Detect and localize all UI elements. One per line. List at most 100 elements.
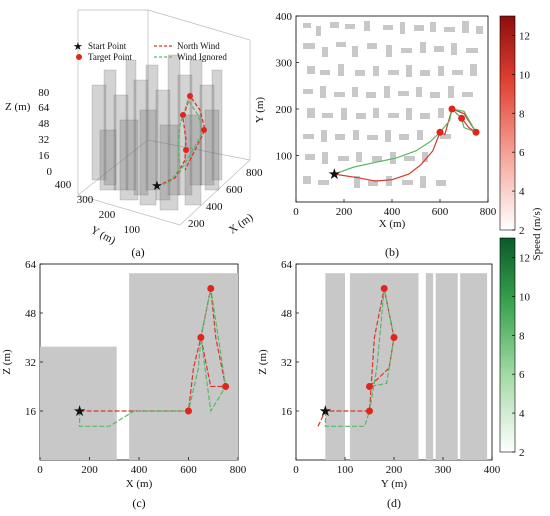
panel-d-xtick-label-2: 200 — [386, 464, 403, 476]
caption-a: (a) — [131, 245, 144, 259]
panel-d-xtick-label-1: 100 — [337, 464, 354, 476]
panel-d-ytick-label-2: 48 — [281, 308, 293, 320]
panel-d-start-marker: ★ — [319, 404, 332, 420]
panel-c-ytick-label-2: 48 — [25, 308, 37, 320]
panel-a-buildings — [91, 54, 223, 211]
colorbar-1-tick-label-0: 2 — [519, 447, 525, 459]
panel-b-ytick-label-1: 200 — [276, 104, 293, 116]
panel-d-building-4 — [460, 273, 488, 460]
legend-north-wind-label: North Wind — [177, 41, 220, 51]
panel-d-building-2 — [425, 273, 434, 460]
panel-d-ylabel: Z (m) — [257, 349, 269, 375]
panel-a-zlabel: Z (m) — [5, 101, 31, 113]
legend-target-icon — [76, 54, 82, 60]
panel-c-building-0 — [40, 346, 117, 460]
colorbar-0-tick-label-4: 10 — [519, 69, 531, 81]
panel-b-ytick-label-3: 400 — [276, 11, 293, 23]
panel-b-target-0 — [436, 128, 444, 136]
panel-d-target-3 — [390, 334, 398, 341]
panel-d-ytick-label-0: 16 — [281, 406, 293, 418]
panel-d-xtick-label-3: 300 — [435, 464, 452, 476]
panel-d-axes: 0 100 200 300 400 16 32 48 64 — [281, 259, 501, 476]
panel-c-ytick-label-1: 32 — [25, 357, 36, 369]
panel-d-ytick-label-3: 64 — [281, 259, 293, 271]
panel-d-target-1 — [366, 383, 373, 390]
colorbar-red-gradient — [499, 15, 516, 231]
panel-b-target-1 — [448, 105, 456, 113]
panel-b-axes: 0 200 400 600 800 100 200 300 400 — [276, 11, 497, 218]
panel-a-xticks: 200 400 600 800 — [188, 167, 263, 230]
panel-a-target-4 — [183, 147, 189, 153]
colorbar-green-ticks: 2 4 6 8 10 12 — [512, 252, 531, 459]
panel-c-ylabel: Z (m) — [1, 349, 13, 375]
panel-b-target-3 — [472, 128, 480, 136]
caption-d: (d) — [387, 496, 401, 510]
panel-b-xtick-label-4: 800 — [480, 206, 497, 218]
legend-target-label: Target Point — [88, 52, 132, 62]
colorbar-1-tick-label-1: 4 — [519, 408, 525, 420]
panel-c-start-marker: ★ — [73, 404, 86, 420]
panel-b-xtick-label-0: 0 — [293, 206, 299, 218]
caption-b: (b) — [385, 245, 399, 259]
panel-d-target-2 — [380, 285, 388, 292]
panel-c-xtick-label-4: 800 — [230, 464, 247, 476]
panel-c-ytick-label-0: 16 — [25, 406, 37, 418]
colorbar-0-tick-label-1: 4 — [519, 186, 525, 198]
panel-c-xtick-label-3: 600 — [180, 464, 197, 476]
colorbar-1-tick-label-3: 8 — [519, 330, 525, 342]
panel-c-target-1 — [197, 334, 205, 341]
colorbar-red: 2 4 6 8 10 12 — [499, 15, 531, 237]
colorbar-green: 2 4 6 8 10 12 — [499, 237, 531, 459]
panel-d-building-0 — [325, 273, 345, 460]
colorbar-1-tick-label-5: 12 — [519, 252, 530, 264]
panel-c-axes: 0 200 400 600 800 16 32 48 64 — [25, 259, 247, 476]
panel-d-wind-ignored-path — [324, 288, 395, 427]
panel-b-xlabel: X (m) — [379, 218, 406, 230]
panel-a-ylabel: Y (m) — [89, 224, 118, 247]
colorbar-0-tick-label-3: 8 — [519, 108, 525, 120]
panel-c-ytick-label-3: 64 — [25, 259, 37, 271]
panel-c-building-1 — [129, 273, 238, 460]
colorbar-label: Speed (m/s) — [531, 207, 543, 260]
panel-c: ★ 0 200 400 600 800 16 32 48 64 X (m) Z (m) (c) — [1, 259, 247, 510]
panel-b-target-2 — [458, 114, 466, 122]
colorbar-0-tick-label-5: 12 — [519, 30, 530, 42]
panel-d-target-0 — [366, 407, 373, 415]
panel-d-xtick-label-4: 400 — [484, 464, 501, 476]
panel-a-start-marker: ★ — [151, 178, 163, 193]
panel-b-buildings — [303, 21, 483, 188]
panel-c-markers: ★ — [73, 285, 230, 420]
panel-d-building-3 — [435, 273, 458, 460]
legend-wind-ignored-label: Wind Ignored — [177, 52, 227, 62]
panel-b-plot-area — [295, 15, 489, 203]
panel-b-xtick-label-3: 600 — [432, 206, 449, 218]
panel-d-ytick-label-1: 32 — [281, 357, 292, 369]
legend: ★ Start Point Target Point North Wind Wi… — [73, 41, 227, 62]
panel-c-xtick-label-0: 0 — [37, 464, 43, 476]
panel-a-yticks: 400 300 200 100 — [55, 179, 141, 236]
panel-b-ylabel: Y (m) — [254, 97, 266, 124]
panel-c-target-0 — [185, 407, 192, 415]
panel-a-target-1 — [187, 93, 193, 99]
panel-d-xlabel: Y (m) — [381, 478, 408, 490]
panel-d-markers: ★ — [319, 285, 398, 420]
panel-a-target-3 — [201, 127, 207, 133]
panel-a-zticks: 80 64 48 32 16 0 — [38, 87, 52, 178]
legend-start-label: Start Point — [88, 41, 127, 51]
panel-c-target-3 — [222, 383, 230, 390]
panel-d: ★ 0 100 200 300 400 16 32 48 64 Y (m) Z (m) (d) — [257, 259, 501, 510]
panel-c-buildings — [40, 273, 238, 460]
panel-a-box — [77, 9, 251, 226]
panel-c-wind-ignored-path — [78, 288, 227, 427]
panel-d-xtick-label-0: 0 — [293, 464, 299, 476]
colorbar-0-tick-label-2: 6 — [519, 147, 525, 159]
panel-b-xtick-label-1: 200 — [336, 206, 353, 218]
panel-b-wind-ignored-path — [334, 108, 478, 175]
panel-b-xtick-label-2: 400 — [384, 206, 401, 218]
caption-c: (c) — [132, 496, 145, 510]
colorbar-0-tick-label-0: 2 — [519, 225, 525, 237]
panel-c-xtick-label-2: 400 — [131, 464, 148, 476]
panel-b-ytick-label-2: 300 — [276, 58, 293, 70]
